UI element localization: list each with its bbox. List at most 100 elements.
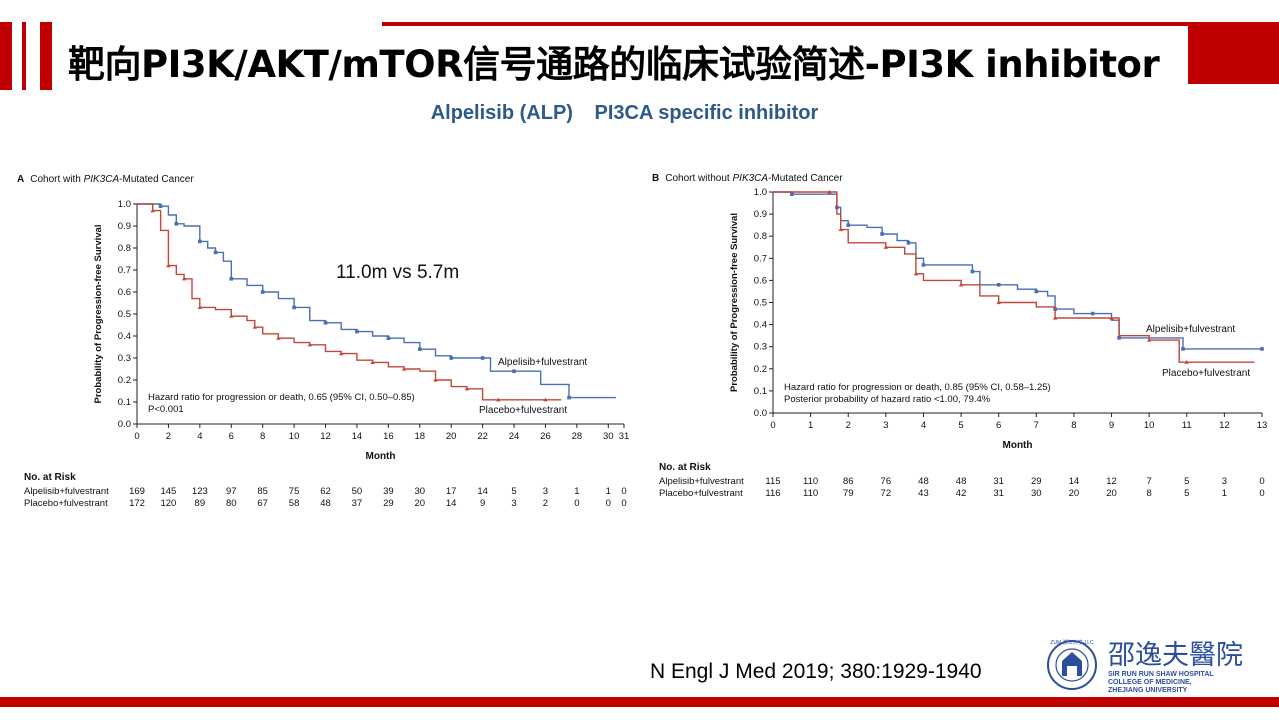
hospital-logo: ZUM·浙江大学·LLC 邵逸夫醫院 SIR RUN RUN SHAW HOSP…: [1047, 639, 1243, 694]
risk-value: 62: [320, 486, 331, 497]
censor-mark: [213, 250, 218, 255]
censor-mark: [543, 397, 548, 402]
censor-mark: [1181, 347, 1185, 351]
series-label: Alpelisib+fulvestrant: [1146, 324, 1235, 335]
risk-value: 110: [803, 476, 818, 487]
chart-title: B Cohort without PIK3CA-Mutated Cancer: [652, 173, 843, 184]
censor-mark: [906, 241, 911, 245]
logo-english-line-1: SIR RUN RUN SHAW HOSPITAL: [1108, 671, 1214, 678]
risk-value: 8: [1147, 488, 1152, 499]
y-tick-label: 0.5: [754, 298, 767, 309]
censor-mark: [323, 321, 328, 325]
y-tick-label: 0.4: [754, 320, 767, 331]
y-tick-label: 0.7: [754, 253, 767, 264]
risk-value: 20: [414, 498, 425, 509]
x-tick-label: 2: [846, 420, 851, 431]
x-tick-label: 4: [197, 431, 202, 442]
bottom-accent-bar: [0, 697, 1279, 707]
y-axis-label: Probability of Progression-free Survival: [93, 225, 104, 404]
y-tick-label: 0.0: [118, 419, 131, 430]
censor-mark: [512, 369, 516, 373]
y-tick-label: 0.2: [118, 375, 131, 386]
x-tick-label: 12: [320, 431, 331, 442]
risk-value: 72: [881, 488, 892, 499]
censor-mark: [480, 356, 485, 360]
y-tick-label: 0.2: [754, 364, 767, 375]
x-tick-label: 8: [1071, 420, 1076, 431]
x-tick-label: 0: [134, 431, 139, 442]
risk-row-label: Alpelisib+fulvestrant: [24, 486, 109, 497]
censor-mark: [1090, 311, 1095, 316]
x-tick-label: 18: [414, 431, 425, 442]
citation: N Engl J Med 2019; 380:1929-1940: [650, 660, 982, 683]
x-tick-label: 30: [603, 431, 614, 442]
x-tick-label: 31: [619, 431, 630, 442]
y-tick-label: 0.6: [118, 287, 131, 298]
censor-mark: [567, 395, 571, 400]
censor-mark: [996, 300, 1001, 305]
risk-value: 76: [881, 476, 892, 487]
risk-value: 85: [257, 486, 268, 497]
series-line: [137, 203, 562, 401]
series-label: Alpelisib+fulvestrant: [498, 357, 587, 368]
censor-mark: [292, 305, 296, 310]
censor-mark: [996, 283, 1001, 287]
risk-value: 89: [195, 498, 206, 509]
drug-class: PI3CA specific inhibitor: [594, 102, 819, 124]
risk-value: 169: [129, 486, 145, 497]
x-tick-label: 0: [770, 420, 775, 431]
risk-value: 42: [956, 488, 967, 499]
x-tick-label: 3: [883, 420, 888, 431]
risk-value: 0: [574, 498, 579, 509]
risk-value: 75: [289, 486, 300, 497]
risk-value: 50: [352, 486, 363, 497]
censor-mark: [1034, 289, 1039, 294]
risk-value: 9: [480, 498, 485, 509]
x-tick-label: 2: [166, 431, 171, 442]
censor-mark: [197, 305, 203, 309]
chart-title: A Cohort with PIK3CA-Mutated Cancer: [17, 174, 194, 185]
risk-value: 2: [543, 498, 548, 509]
panel-letter: A: [17, 174, 24, 185]
series-line: [773, 191, 1255, 363]
drug-name: Alpelisib (ALP): [430, 102, 573, 124]
x-tick-label: 24: [509, 431, 520, 442]
censor-mark: [198, 239, 202, 244]
censor-mark: [464, 386, 470, 391]
risk-table-heading: No. at Risk: [659, 462, 711, 473]
slide-title: 靶向PI3K/AKT/mTOR信号通路的临床试验简述-PI3K inhibito…: [68, 43, 1160, 86]
title-gene: PIK3CA: [84, 174, 120, 185]
censor-mark: [1184, 359, 1189, 364]
risk-value: 115: [765, 476, 780, 487]
censor-mark: [307, 342, 313, 347]
censor-mark: [150, 208, 155, 213]
censor-mark: [433, 377, 438, 382]
title-gene: PIK3CA: [733, 173, 769, 184]
title-suffix: -Mutated Cancer: [119, 174, 194, 185]
risk-value: 1: [606, 486, 611, 497]
censor-mark: [158, 204, 163, 208]
risk-value: 20: [1069, 488, 1080, 499]
censor-mark: [1117, 336, 1121, 340]
risk-value: 48: [918, 476, 929, 487]
y-tick-label: 0.8: [118, 243, 131, 254]
risk-row-label: Placebo+fulvestrant: [659, 488, 743, 499]
y-tick-label: 0.3: [754, 342, 767, 353]
risk-value: 0: [621, 498, 626, 509]
risk-value: 31: [993, 476, 1004, 487]
censor-mark: [417, 347, 422, 351]
x-tick-label: 22: [477, 431, 488, 442]
x-tick-label: 11: [1182, 420, 1192, 431]
risk-value: 145: [160, 486, 176, 497]
y-tick-label: 0.8: [754, 231, 767, 242]
risk-row-label: Placebo+fulvestrant: [24, 498, 108, 509]
risk-value: 17: [446, 486, 457, 497]
logo-emblem-text: ZUM·浙江大学·LLC: [1050, 639, 1094, 646]
y-tick-label: 0.1: [118, 397, 131, 408]
risk-value: 30: [1031, 488, 1042, 499]
censor-mark: [449, 356, 453, 360]
y-tick-label: 0.4: [118, 331, 131, 342]
x-tick-label: 9: [1109, 420, 1114, 431]
